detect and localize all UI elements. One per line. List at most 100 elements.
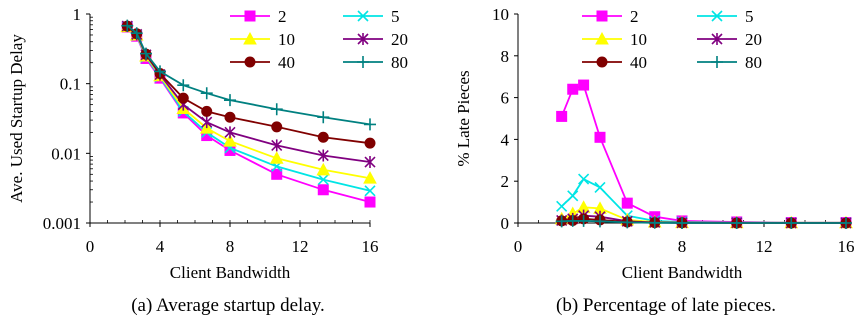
- y-tick-label: 2: [501, 172, 510, 191]
- figure-caption: (b) Percentage of late pieces.: [556, 295, 776, 316]
- legend-label: 10: [630, 30, 647, 49]
- x-tick-label: 8: [678, 237, 687, 256]
- data-point: [621, 197, 633, 209]
- data-point: [201, 116, 213, 129]
- data-point: [621, 216, 634, 229]
- x-axis-title: Client Bandwidth: [622, 263, 743, 282]
- legend-label: 40: [278, 53, 295, 72]
- legend-item: [582, 56, 622, 68]
- legend-marker: [596, 10, 608, 22]
- data-point: [317, 174, 329, 186]
- figure-caption: (a) Average startup delay.: [131, 295, 325, 316]
- data-point: [364, 137, 376, 149]
- data-point: [154, 65, 166, 78]
- series-line: [561, 177, 846, 224]
- data-point: [269, 151, 284, 164]
- data-point: [648, 216, 661, 229]
- legend-label: 20: [391, 30, 408, 49]
- legend-marker: [357, 10, 369, 22]
- data-point: [270, 103, 283, 116]
- y-axis-title: Ave. Used Startup Delay: [7, 34, 26, 203]
- legend-item: [343, 10, 383, 22]
- x-tick-label: 0: [514, 237, 523, 256]
- legend: [230, 10, 383, 68]
- legend-item: [582, 10, 622, 22]
- series-line: [126, 25, 371, 163]
- legend-item: [343, 33, 383, 45]
- series-line: [126, 25, 371, 192]
- legend-marker: [357, 33, 369, 45]
- legend-item: [697, 10, 737, 22]
- data-point: [730, 217, 743, 229]
- y-tick-label: 0.001: [43, 214, 81, 233]
- y-tick-label: 0.1: [60, 75, 81, 94]
- data-point: [224, 111, 236, 123]
- y-tick-label: 0: [501, 214, 510, 233]
- legend-label: 80: [745, 53, 762, 72]
- y-axis-title: % Late Pieces: [454, 70, 473, 166]
- data-point: [224, 126, 236, 139]
- data-point: [567, 83, 579, 95]
- legend-marker: [711, 10, 723, 22]
- legend: [582, 10, 737, 68]
- legend-marker: [596, 56, 608, 68]
- data-point: [363, 171, 377, 184]
- data-point: [271, 168, 283, 180]
- series-5: [121, 21, 376, 197]
- y-tick-label: 0.01: [51, 144, 81, 163]
- data-point: [594, 131, 606, 143]
- data-point: [594, 181, 606, 194]
- data-point: [364, 196, 376, 208]
- data-point: [364, 118, 376, 131]
- data-point: [566, 214, 579, 227]
- series-80: [555, 214, 852, 229]
- legend-item: [230, 10, 270, 22]
- legend-label: 80: [391, 53, 408, 72]
- series-2: [121, 21, 376, 208]
- x-tick-label: 16: [362, 237, 379, 256]
- legend-item: [343, 56, 383, 68]
- legend-marker: [243, 31, 257, 45]
- series-line: [126, 26, 371, 203]
- data-point: [317, 184, 329, 196]
- legend-marker: [711, 33, 723, 45]
- data-point: [555, 215, 568, 228]
- legend-marker: [711, 56, 723, 68]
- data-point: [177, 92, 189, 104]
- data-point: [676, 217, 688, 229]
- chart-a: [86, 10, 383, 227]
- data-point: [223, 134, 237, 147]
- data-point: [177, 79, 190, 92]
- x-tick-label: 4: [596, 237, 605, 256]
- x-tick-label: 12: [292, 237, 309, 256]
- series-80: [121, 19, 376, 131]
- legend-marker: [357, 56, 369, 68]
- data-point: [364, 156, 376, 169]
- y-tick-label: 4: [501, 130, 510, 149]
- data-point: [316, 162, 331, 176]
- x-axis-title: Client Bandwidth: [170, 263, 291, 282]
- data-point: [121, 19, 134, 32]
- series-line: [126, 24, 371, 126]
- y-tick-label: 6: [501, 89, 510, 108]
- data-point: [317, 131, 329, 143]
- y-tick-label: 8: [501, 47, 510, 66]
- x-tick-label: 0: [86, 237, 95, 256]
- chart-b: [514, 10, 853, 229]
- data-point: [224, 94, 236, 107]
- data-point: [594, 215, 606, 228]
- data-point: [578, 79, 590, 91]
- data-point: [785, 217, 798, 229]
- x-tick-label: 8: [226, 237, 235, 256]
- legend-item: [582, 31, 622, 45]
- data-point: [271, 121, 283, 133]
- data-point: [271, 139, 283, 152]
- data-point: [556, 110, 568, 122]
- data-point: [364, 185, 376, 197]
- legend-marker: [595, 31, 609, 45]
- data-point: [578, 173, 590, 185]
- legend-item: [697, 33, 737, 45]
- data-point: [840, 217, 852, 229]
